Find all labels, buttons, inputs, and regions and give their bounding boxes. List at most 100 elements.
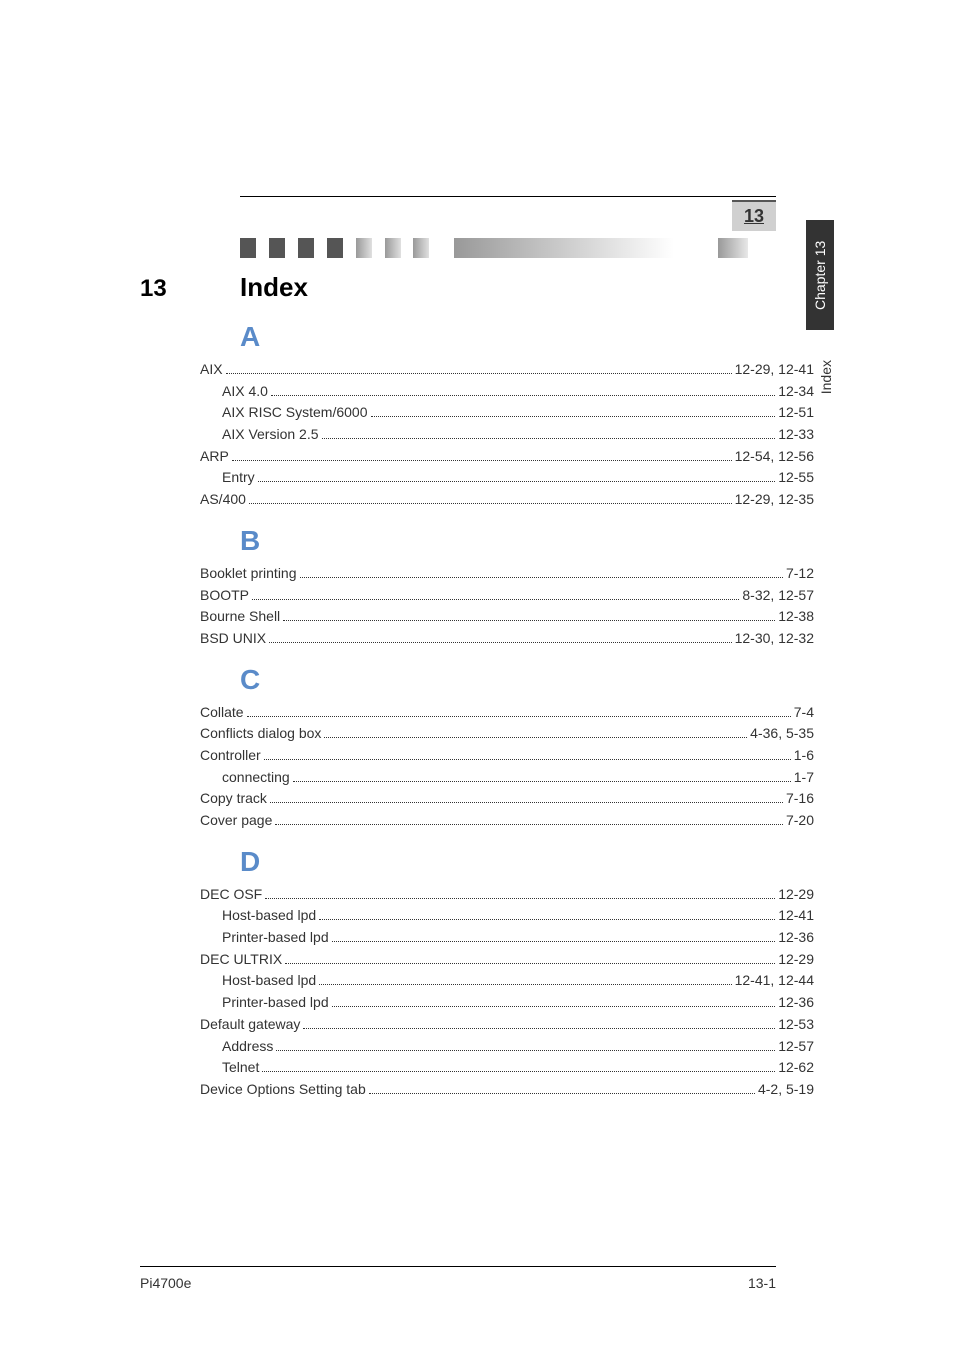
index-entry-page: 12-41 — [778, 905, 814, 927]
section-entries: DEC OSF 12-29Host-based lpd 12-41Printer… — [200, 884, 814, 1101]
leader-dots — [252, 599, 739, 600]
index-entry: AS/400 12-29, 12-35 — [200, 489, 814, 511]
index-entry: Device Options Setting tab 4-2, 5-19 — [200, 1079, 814, 1101]
leader-dots — [262, 1071, 775, 1072]
index-entry-label: AIX RISC System/6000 — [222, 402, 368, 424]
leader-dots — [249, 503, 732, 504]
bar-seg — [385, 238, 401, 258]
leader-dots — [275, 824, 783, 825]
index-entry: connecting 1-7 — [200, 767, 814, 789]
index-entry-page: 12-51 — [778, 402, 814, 424]
leader-dots — [232, 460, 732, 461]
index-entry-label: ARP — [200, 446, 229, 468]
index-entry-label: AIX 4.0 — [222, 381, 268, 403]
index-entry-label: connecting — [222, 767, 290, 789]
leader-dots — [300, 577, 783, 578]
leader-dots — [265, 898, 775, 899]
bar-seg — [269, 238, 285, 258]
index-entry-page: 12-36 — [778, 927, 814, 949]
index-entry: DEC OSF 12-29 — [200, 884, 814, 906]
leader-dots — [332, 941, 776, 942]
index-entry-page: 7-12 — [786, 563, 814, 585]
index-entry-page: 12-29, 12-41 — [735, 359, 814, 381]
bar-gap — [376, 238, 380, 258]
index-entry-label: Address — [222, 1036, 273, 1058]
bar-long — [454, 238, 674, 258]
index-entry-page: 4-2, 5-19 — [758, 1079, 814, 1101]
index-entry-label: Copy track — [200, 788, 267, 810]
index-entry-page: 12-29, 12-35 — [735, 489, 814, 511]
index-entry-page: 12-62 — [778, 1057, 814, 1079]
index-entry-label: Printer-based lpd — [222, 992, 329, 1014]
index-entry-page: 12-54, 12-56 — [735, 446, 814, 468]
index-entry-page: 12-57 — [778, 1036, 814, 1058]
index-entry-page: 1-7 — [794, 767, 814, 789]
section-letter: B — [240, 525, 814, 557]
index-entry: AIX RISC System/6000 12-51 — [200, 402, 814, 424]
index-entry-page: 7-4 — [794, 702, 814, 724]
index-entry: Entry 12-55 — [200, 467, 814, 489]
index-entry: Host-based lpd 12-41, 12-44 — [200, 970, 814, 992]
leader-dots — [324, 737, 747, 738]
index-entry-page: 7-16 — [786, 788, 814, 810]
leader-dots — [247, 716, 791, 717]
index-sections: AAIX 12-29, 12-41AIX 4.0 12-34AIX RISC S… — [140, 321, 814, 1101]
leader-dots — [283, 620, 775, 621]
index-entry-page: 8-32, 12-57 — [742, 585, 814, 607]
index-entry-page: 12-53 — [778, 1014, 814, 1036]
index-entry: Cover page 7-20 — [200, 810, 814, 832]
index-entry: Default gateway 12-53 — [200, 1014, 814, 1036]
bar-gap — [347, 238, 351, 258]
leader-dots — [319, 984, 731, 985]
leader-dots — [303, 1028, 775, 1029]
index-entry: Booklet printing 7-12 — [200, 563, 814, 585]
bar-gap — [318, 238, 322, 258]
footer-right: 13-1 — [748, 1275, 776, 1291]
leader-dots — [264, 759, 791, 760]
index-entry: Bourne Shell 12-38 — [200, 606, 814, 628]
leader-dots — [369, 1093, 755, 1094]
leader-dots — [285, 963, 775, 964]
index-entry-label: Host-based lpd — [222, 970, 316, 992]
chapter-number: 13 — [140, 275, 240, 303]
section-letter: D — [240, 846, 814, 878]
section-entries: AIX 12-29, 12-41AIX 4.0 12-34AIX RISC Sy… — [200, 359, 814, 511]
index-entry: Controller 1-6 — [200, 745, 814, 767]
index-entry-page: 4-36, 5-35 — [750, 723, 814, 745]
index-entry-label: Cover page — [200, 810, 272, 832]
index-entry: BSD UNIX 12-30, 12-32 — [200, 628, 814, 650]
index-entry-label: Telnet — [222, 1057, 259, 1079]
bar-small — [718, 238, 748, 258]
section-letter: A — [240, 321, 814, 353]
index-entry-page: 12-29 — [778, 949, 814, 971]
bar-seg — [298, 238, 314, 258]
index-entry: AIX Version 2.5 12-33 — [200, 424, 814, 446]
index-entry: Host-based lpd 12-41 — [200, 905, 814, 927]
index-entry-label: AS/400 — [200, 489, 246, 511]
index-entry-label: AIX Version 2.5 — [222, 424, 319, 446]
leader-dots — [226, 373, 732, 374]
index-entry-page: 12-55 — [778, 467, 814, 489]
index-entry-page: 12-34 — [778, 381, 814, 403]
index-entry-label: Bourne Shell — [200, 606, 280, 628]
index-entry-page: 12-36 — [778, 992, 814, 1014]
bar-gap — [289, 238, 293, 258]
index-entry-label: Conflicts dialog box — [200, 723, 321, 745]
index-entry: Copy track 7-16 — [200, 788, 814, 810]
bar-seg — [240, 238, 256, 258]
index-entry-label: DEC ULTRIX — [200, 949, 282, 971]
leader-dots — [371, 416, 776, 417]
index-entry-label: Booklet printing — [200, 563, 297, 585]
index-entry-page: 12-30, 12-32 — [735, 628, 814, 650]
leader-dots — [319, 919, 775, 920]
index-entry-label: Controller — [200, 745, 261, 767]
index-entry: ARP 12-54, 12-56 — [200, 446, 814, 468]
index-entry: Telnet 12-62 — [200, 1057, 814, 1079]
index-entry-page: 7-20 — [786, 810, 814, 832]
index-entry-page: 12-38 — [778, 606, 814, 628]
section-entries: Booklet printing 7-12BOOTP 8-32, 12-57Bo… — [200, 563, 814, 650]
page: 13 Index AAIX 12-29, 12-41AIX 4.0 12-34A… — [0, 0, 954, 1161]
index-entry-label: Entry — [222, 467, 255, 489]
decorative-bar — [240, 238, 814, 258]
index-entry-page: 1-6 — [794, 745, 814, 767]
